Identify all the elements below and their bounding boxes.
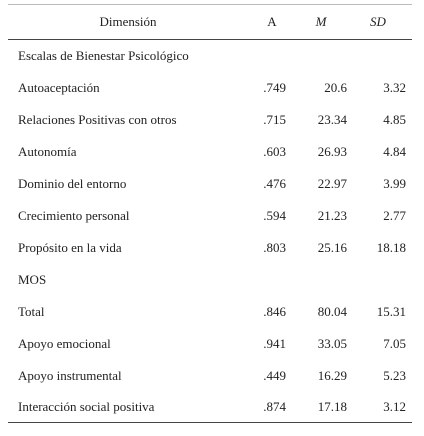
data-row: Apoyo instrumental .449 16.29 5.23	[8, 360, 412, 392]
cell-value: 4.84	[383, 144, 406, 159]
data-row: Propósito en la vida .803 25.16 18.18	[8, 232, 412, 264]
cell-value: .846	[263, 304, 286, 319]
cell-value: .594	[263, 208, 286, 223]
row-label: Dominio del entorno	[18, 176, 127, 191]
data-row: Autoaceptación .749 20.6 3.32	[8, 72, 412, 104]
cell-value: 4.85	[383, 112, 406, 127]
empty-cell	[249, 264, 294, 296]
cell-value: .476	[263, 176, 286, 191]
section-row: MOS	[8, 264, 412, 296]
column-header: SD	[349, 4, 412, 40]
empty-cell	[294, 264, 349, 296]
row-label: Propósito en la vida	[18, 240, 122, 255]
cell-value: 22.97	[317, 176, 347, 191]
cell-value: 17.18	[294, 392, 349, 423]
data-row: Interacción social positiva .874 17.18 3.12	[8, 392, 412, 423]
cell-value: 3.32	[383, 80, 406, 95]
row-label: Crecimiento personal	[18, 208, 130, 223]
data-row: Relaciones Positivas con otros .715 23.34 4…	[8, 104, 412, 136]
cell-value: 7.05	[383, 336, 406, 351]
empty-cell	[294, 40, 349, 73]
cell-value: 23.34	[317, 112, 347, 127]
section-row: Escalas de Bienestar Psicológico	[8, 40, 412, 73]
row-label: Total	[18, 304, 45, 319]
cell-value: 80.04	[317, 304, 347, 319]
row-label: Relaciones Positivas con otros	[18, 112, 177, 127]
row-label: Apoyo instrumental	[18, 368, 122, 383]
cell-value: 5.23	[383, 368, 406, 383]
cell-value: 21.23	[317, 208, 347, 223]
row-label: MOS	[18, 272, 47, 287]
empty-cell	[349, 264, 412, 296]
cell-value: .749	[263, 80, 286, 95]
row-label: Escalas de Bienestar Psicológico	[18, 48, 189, 63]
cell-value: 18.18	[376, 240, 406, 255]
cell-value: 20.6	[324, 80, 347, 95]
cell-value: 33.05	[317, 336, 347, 351]
cell-value: 3.12	[349, 392, 412, 423]
cell-value: 26.93	[317, 144, 347, 159]
cell-value: .874	[249, 392, 294, 423]
cell-value: 15.31	[376, 304, 406, 319]
table-body: Escalas de Bienestar Psicológico Autoacep…	[8, 40, 412, 423]
empty-cell	[349, 40, 412, 73]
cell-value: 16.29	[317, 368, 347, 383]
data-table: Dimensión A M SD Escalas de Bienestar Psico…	[8, 4, 412, 423]
cell-value: 25.16	[317, 240, 347, 255]
column-header: A	[249, 4, 294, 40]
cell-value: 3.99	[383, 176, 406, 191]
cell-value: .449	[263, 368, 286, 383]
header-row: Dimensión A M SD	[8, 4, 412, 40]
data-row: Dominio del entorno .476 22.97 3.99	[8, 168, 412, 200]
data-row: Autonomía .603 26.93 4.84	[8, 136, 412, 168]
data-row: Crecimiento personal .594 21.23 2.77	[8, 200, 412, 232]
empty-cell	[249, 40, 294, 73]
cell-value: .941	[263, 336, 286, 351]
cell-value: .715	[263, 112, 286, 127]
column-header: M	[294, 4, 349, 40]
row-label: Autoaceptación	[18, 80, 100, 95]
column-header: Dimensión	[8, 4, 249, 40]
data-row: Total .846 80.04 15.31	[8, 296, 412, 328]
row-label: Apoyo emocional	[18, 336, 111, 351]
row-label: Autonomía	[18, 144, 77, 159]
cell-value: 2.77	[383, 208, 406, 223]
row-label: Interacción social positiva	[8, 392, 249, 423]
cell-value: .803	[263, 240, 286, 255]
data-row: Apoyo emocional .941 33.05 7.05	[8, 328, 412, 360]
cell-value: .603	[263, 144, 286, 159]
